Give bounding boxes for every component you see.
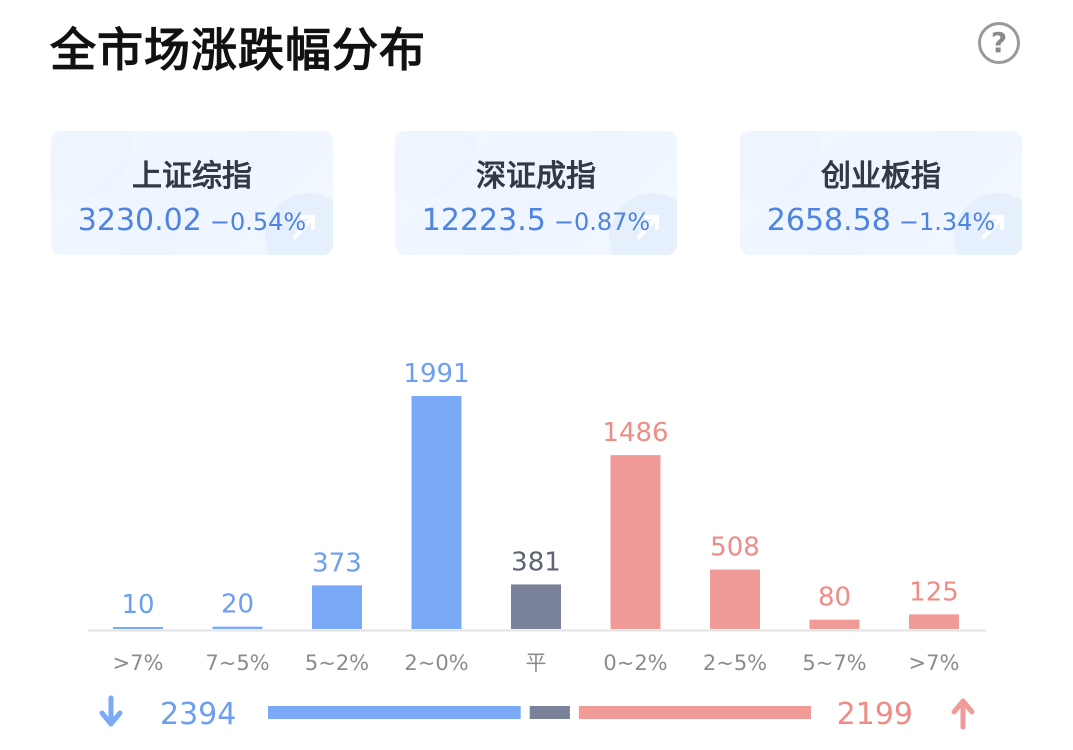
- x-tick-label: 2~5%: [703, 651, 767, 675]
- x-tick-label: 平: [526, 651, 547, 675]
- index-value: 3230.02: [77, 203, 202, 238]
- summary-bar-flat: [529, 706, 570, 719]
- trend-arrow-icon: [293, 215, 315, 239]
- index-change: −0.87%: [553, 208, 651, 236]
- bar-up-7: [809, 619, 860, 629]
- index-name: 深证成指: [476, 159, 596, 194]
- index-card-chinext[interactable]: 创业板指 2658.58 −1.34%: [740, 131, 1022, 255]
- data-label: 508: [710, 533, 760, 563]
- bar-up-5: [610, 455, 661, 629]
- down-arrow-icon: [99, 695, 123, 727]
- data-label: 125: [909, 577, 959, 607]
- index-name: 创业板指: [821, 159, 941, 194]
- trend-arrow-icon: [982, 215, 1004, 239]
- index-card-shanghai[interactable]: 上证综指 3230.02 −0.54%: [51, 131, 333, 255]
- x-tick-label: 7~5%: [205, 651, 269, 675]
- data-label: 20: [221, 590, 254, 620]
- up-arrow-icon: [951, 698, 975, 730]
- index-change: −1.34%: [898, 208, 996, 236]
- down-total: 2394: [160, 697, 236, 732]
- x-tick-label: >7%: [909, 651, 960, 675]
- summary-bar-up: [578, 706, 811, 719]
- bar-down-1: [212, 626, 263, 629]
- index-value: 12223.5: [421, 203, 546, 238]
- data-label: 373: [312, 548, 362, 578]
- bar-down-3: [411, 396, 462, 629]
- up-total: 2199: [837, 697, 913, 732]
- x-tick-label: 0~2%: [603, 651, 667, 675]
- bar-down-0: [113, 627, 163, 629]
- bar-up-6: [710, 569, 760, 629]
- index-name: 上证综指: [132, 159, 252, 194]
- data-label: 1991: [403, 359, 469, 389]
- data-label: 80: [818, 583, 851, 613]
- x-tick-label: 5~2%: [305, 651, 369, 675]
- x-tick-label: 5~7%: [802, 651, 866, 675]
- x-tick-label: >7%: [113, 651, 164, 675]
- x-tick-label: 2~0%: [404, 651, 468, 675]
- trend-arrow-icon: [637, 215, 659, 239]
- summary-bar-down: [268, 706, 521, 719]
- data-label: 1486: [602, 418, 668, 448]
- data-label: 381: [511, 547, 561, 577]
- bar-down-2: [312, 585, 362, 629]
- bar-flat-4: [511, 584, 561, 629]
- page-title: 全市场涨跌幅分布: [50, 23, 426, 77]
- data-label: 10: [121, 590, 154, 620]
- bar-up-8: [909, 614, 959, 629]
- help-circle-icon[interactable]: ?: [978, 22, 1020, 64]
- index-card-shenzhen[interactable]: 深证成指 12223.5 −0.87%: [395, 131, 677, 255]
- index-value: 2658.58: [766, 203, 891, 238]
- index-change: −0.54%: [209, 208, 307, 236]
